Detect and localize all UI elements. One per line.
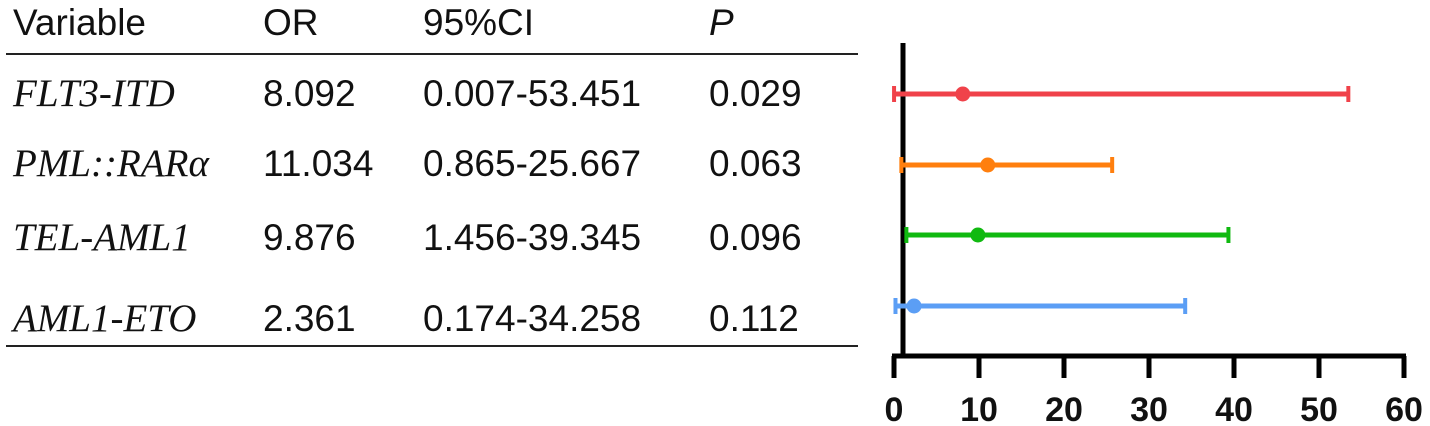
or-point-marker xyxy=(970,227,986,243)
table-bottom-rule xyxy=(6,345,858,347)
row-variable: AML1-ETO xyxy=(13,297,197,340)
x-tick-label: 40 xyxy=(1215,391,1253,426)
row-variable: PML::RARα xyxy=(13,142,209,185)
x-tick-label: 10 xyxy=(960,391,998,426)
row-p: 0.029 xyxy=(709,73,802,114)
row-variable: FLT3-ITD xyxy=(13,72,175,115)
x-tick-label: 0 xyxy=(885,391,904,426)
row-or: 9.876 xyxy=(263,217,356,258)
row-ci: 0.007-53.451 xyxy=(423,73,642,114)
or-point-marker xyxy=(980,157,996,173)
header-ci: 95%CI xyxy=(423,2,535,43)
row-or: 2.361 xyxy=(263,298,356,339)
x-tick-label: 30 xyxy=(1130,391,1168,426)
header-or: OR xyxy=(263,2,319,43)
x-tick-label: 20 xyxy=(1045,391,1083,426)
row-p: 0.096 xyxy=(709,217,802,258)
x-tick-label: 60 xyxy=(1385,391,1423,426)
row-p: 0.112 xyxy=(709,298,799,339)
row-ci: 0.865-25.667 xyxy=(423,143,642,184)
row-ci: 1.456-39.345 xyxy=(423,217,642,258)
header-variable: Variable xyxy=(13,2,147,43)
header-p: P xyxy=(709,2,734,43)
row-p: 0.063 xyxy=(709,143,802,184)
table-top-rule xyxy=(6,53,858,55)
x-tick-label: 50 xyxy=(1300,391,1338,426)
row-variable: TEL-AML1 xyxy=(13,216,191,259)
row-or: 8.092 xyxy=(263,73,356,114)
row-or: 11.034 xyxy=(263,143,374,184)
or-point-marker xyxy=(906,298,922,314)
row-ci: 0.174-34.258 xyxy=(423,298,642,339)
or-point-marker xyxy=(955,86,971,102)
